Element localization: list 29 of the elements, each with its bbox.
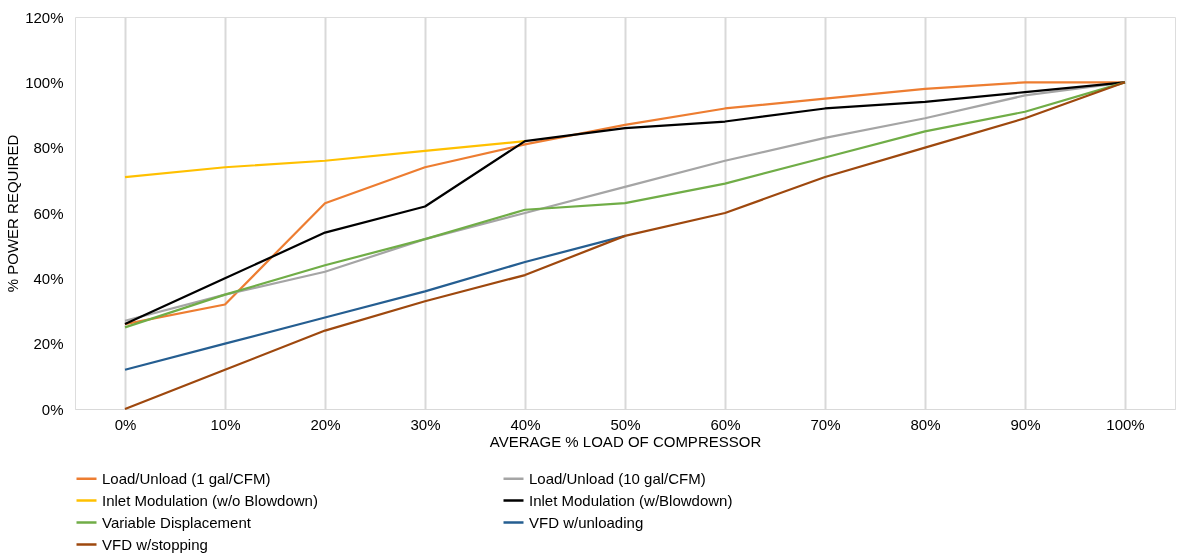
y-axis-title: % POWER REQUIRED [4, 134, 22, 293]
x-tick-label: 20% [310, 415, 341, 433]
x-axis-title: AVERAGE % LOAD OF COMPRESSOR [489, 432, 762, 450]
y-tick-label: 120% [25, 8, 64, 26]
y-tick-label: 60% [33, 204, 64, 222]
legend-label: VFD w/unloading [529, 513, 644, 531]
line-series [123, 81, 1127, 411]
legend-label: Load/Unload (10 gal/CFM) [529, 469, 706, 487]
x-tick-label: 50% [610, 415, 641, 433]
y-tick-label: 40% [33, 269, 64, 287]
legend-label: VFD w/stopping [102, 535, 208, 553]
x-tick-label: 80% [910, 415, 941, 433]
y-tick-label: 100% [25, 73, 64, 91]
legend-label: Inlet Modulation (w/o Blowdown) [102, 491, 318, 509]
x-tick-label: 100% [1106, 415, 1145, 433]
y-tick-label: 80% [33, 139, 64, 157]
y-tick-label: 0% [41, 400, 64, 418]
line-series [123, 140, 527, 179]
x-tick-label: 60% [710, 415, 741, 433]
x-tick-label: 10% [210, 415, 241, 433]
legend-label: Load/Unload (1 gal/CFM) [102, 469, 271, 487]
x-tick-label: 40% [510, 415, 541, 433]
x-tick-label: 0% [114, 415, 137, 433]
legend-label: Inlet Modulation (w/Blowdown) [529, 491, 733, 509]
x-tick-label: 70% [810, 415, 841, 433]
legend-label: Variable Displacement [102, 513, 252, 531]
y-tick-label: 20% [33, 335, 64, 353]
x-tick-label: 90% [1010, 415, 1041, 433]
x-tick-label: 30% [410, 415, 441, 433]
